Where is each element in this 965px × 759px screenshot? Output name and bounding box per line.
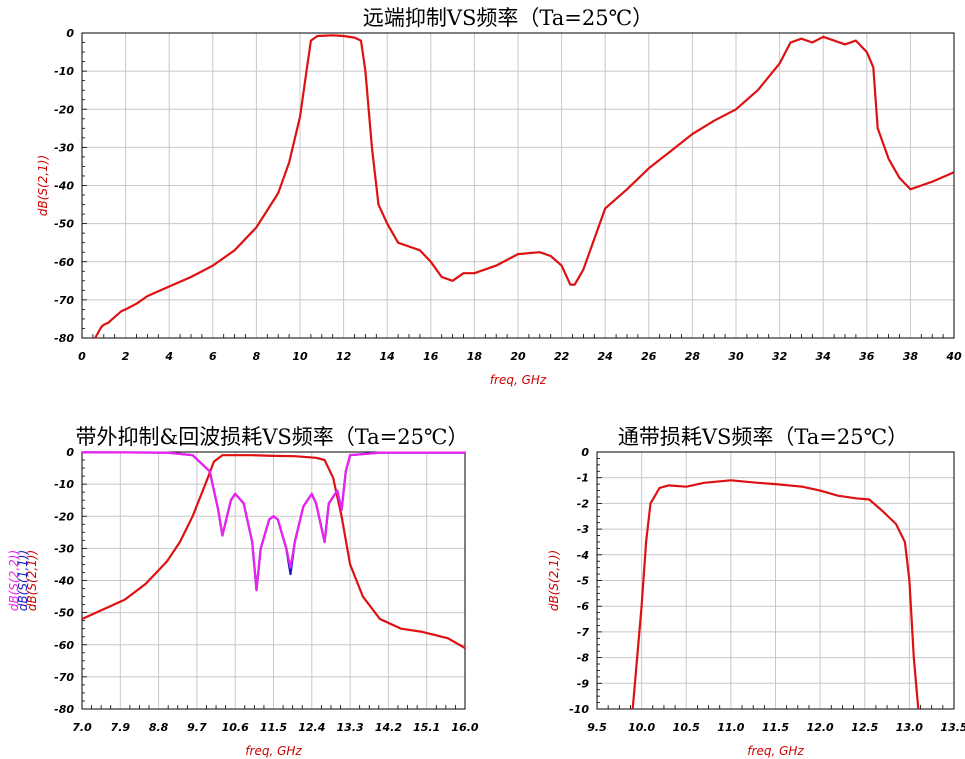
x-tick-label: 38 [903,350,919,363]
x-tick-label: 12 [336,350,352,363]
x-axis-label: freq, GHz [245,744,302,758]
x-tick-label: 11.5 [260,721,287,734]
y-axis-label: dB(S(2,2)) [7,550,21,611]
x-tick-label: 8.8 [149,721,169,734]
y-tick-label: -80 [54,703,74,716]
plot-frame [81,32,955,339]
y-tick-label: -10 [569,703,589,716]
y-axis-label: dB(S(2,1)) [547,550,561,611]
y-tick-label: -40 [54,180,74,193]
y-tick-label: -50 [54,607,74,620]
y-tick-label: 0 [66,446,74,459]
x-tick-label: 10 [292,350,308,363]
x-tick-label: 11.5 [762,721,789,734]
x-tick-label: 28 [685,350,701,363]
x-tick-label: 14 [380,350,395,363]
x-tick-label: 15.1 [413,721,440,734]
chart-2: 7.0 7.9 8.8 9.7 10.6 11.5 12.4 13.3 14.2 15.1 16.0… [7,425,479,758]
x-tick-label: 2 [122,350,130,363]
y-tick-label: -8 [577,652,590,665]
x-tick-label: 12.0 [807,721,834,734]
y-tick-label: -60 [54,639,74,652]
x-tick-label: 14.2 [375,721,402,734]
y-tick-label: -70 [54,294,74,307]
series-line-1 [94,34,955,339]
x-tick-label: 12.4 [298,721,325,734]
y-tick-label: -20 [54,103,74,116]
y-tick-label: -10 [54,65,74,78]
series-line-1 [631,479,920,710]
y-tick-label: -1 [577,472,589,485]
plot-frame [596,451,955,710]
x-tick-label: 0 [78,350,86,363]
x-tick-label: 20 [510,350,526,363]
x-tick-label: 30 [728,350,744,363]
x-tick-label: 7.9 [111,721,131,734]
y-tick-label: -9 [577,677,590,690]
y-tick-label: -6 [577,600,590,613]
x-tick-label: 24 [598,350,613,363]
x-tick-label: 8 [253,350,261,363]
series-line-1 [81,454,466,649]
y-tick-label: 0 [66,27,74,40]
x-tick-label: 11.0 [717,721,744,734]
y-tick-label: -7 [577,626,590,639]
x-tick-label: 26 [641,350,657,363]
x-tick-label: 40 [945,350,962,363]
x-tick-label: 16 [423,350,439,363]
x-tick-label: 34 [816,350,831,363]
y-tick-label: -3 [577,523,590,536]
chart-title: 带外抑制&回波损耗VS频率（Ta=25℃） [76,425,469,449]
x-tick-label: 12.5 [851,721,878,734]
series-line-3 [81,451,465,592]
y-tick-label: -10 [54,478,74,491]
plot-frame [81,451,466,710]
x-tick-label: 7.0 [72,721,92,734]
x-tick-label: 4 [164,350,173,363]
x-axis-label: freq, GHz [490,373,547,387]
x-tick-label: 13.3 [337,721,364,734]
x-tick-label: 13.0 [896,721,923,734]
x-axis-label: freq, GHz [747,744,804,758]
y-tick-label: -40 [54,575,74,588]
y-tick-label: -80 [54,332,74,345]
x-tick-label: 6 [209,350,217,363]
y-tick-label: -30 [54,141,74,154]
y-axis-label: dB(S(1,1)) [16,550,30,611]
y-axis-label: dB(S(2,1)) [25,550,39,611]
x-tick-label: 22 [554,350,570,363]
y-tick-label: -20 [54,510,74,523]
y-tick-label: -50 [54,218,74,231]
y-axis-label: dB(S(2,1)) [36,155,50,216]
y-tick-label: -2 [577,497,590,510]
y-tick-label: -70 [54,671,74,684]
x-tick-label: 10.5 [673,721,700,734]
y-tick-label: -5 [577,575,590,588]
x-tick-label: 18 [467,350,483,363]
x-tick-label: 32 [772,350,788,363]
chart-3: 9.5 10.0 10.5 11.0 11.5 12.0 12.5 13.0 13.5 0 -1 -2… [547,425,965,758]
x-tick-label: 9.5 [587,721,607,734]
chart-title: 远端抑制VS频率（Ta=25℃） [363,6,653,30]
y-tick-label: -60 [54,256,74,269]
x-tick-label: 9.7 [187,721,207,734]
x-tick-label: 10.6 [222,721,249,734]
chart-1: 0 2 4 6 8 10 12 14 16 18 20 22 24 26 28 30 32 34 36 38 400-1… [36,6,962,387]
x-tick-label: 16.0 [451,721,478,734]
y-tick-label: -4 [577,549,589,562]
x-tick-label: 10.0 [628,721,655,734]
y-tick-label: -30 [54,542,74,555]
x-tick-label: 13.5 [940,721,965,734]
chart-title: 通带损耗VS频率（Ta=25℃） [618,425,908,449]
y-tick-label: 0 [581,446,589,459]
x-tick-label: 36 [859,350,875,363]
